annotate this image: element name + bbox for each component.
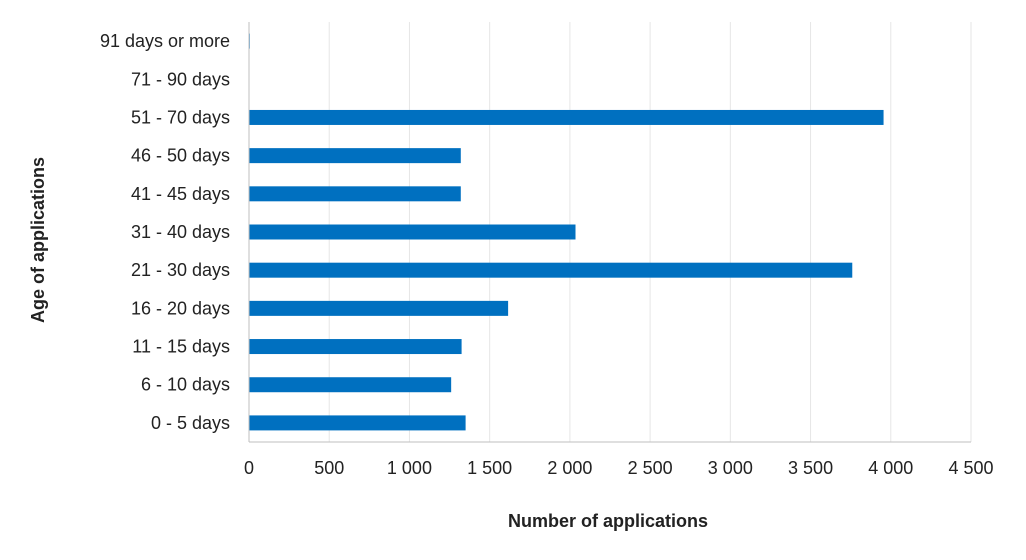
y-axis-title: Age of applications — [28, 157, 48, 323]
x-tick-label: 2 000 — [547, 458, 592, 478]
y-tick-label: 71 - 90 days — [131, 69, 230, 89]
bar — [249, 262, 853, 278]
x-tick-label: 1 500 — [467, 458, 512, 478]
x-axis-title: Number of applications — [508, 511, 708, 531]
x-tick-label: 4 500 — [948, 458, 993, 478]
x-tick-label: 1 000 — [387, 458, 432, 478]
y-tick-label: 41 - 45 days — [131, 184, 230, 204]
bar — [249, 109, 884, 125]
bar — [249, 148, 461, 164]
x-tick-label: 3 000 — [708, 458, 753, 478]
y-tick-label: 51 - 70 days — [131, 107, 230, 127]
bars — [249, 33, 884, 431]
y-tick-label: 91 days or more — [100, 31, 230, 51]
x-tick-label: 4 000 — [868, 458, 913, 478]
y-tick-label: 11 - 15 days — [132, 337, 230, 357]
y-tick-labels: 0 - 5 days 6 - 10 days 11 - 15 days 16 - 20… — [100, 31, 230, 433]
bar — [249, 415, 466, 431]
gridlines — [328, 22, 972, 442]
bar — [249, 339, 462, 355]
bar — [249, 186, 461, 202]
y-tick-label: 0 - 5 days — [151, 413, 230, 433]
bar — [249, 224, 576, 240]
bar — [249, 300, 509, 316]
y-tick-label: 6 - 10 days — [141, 375, 230, 395]
y-tick-label: 21 - 30 days — [131, 260, 230, 280]
x-tick-label: 3 500 — [788, 458, 833, 478]
y-tick-label: 16 - 20 days — [131, 298, 230, 318]
bar — [249, 377, 452, 393]
x-tick-label: 500 — [314, 458, 344, 478]
x-tick-label: 0 — [244, 458, 254, 478]
x-tick-labels: 0 500 1 000 1 500 2 000 2 500 3 000 3 500 4 000 4… — [244, 458, 994, 478]
y-tick-label: 46 - 50 days — [131, 146, 230, 166]
axes — [248, 22, 971, 443]
x-tick-label: 2 500 — [628, 458, 673, 478]
y-tick-label: 31 - 40 days — [131, 222, 230, 242]
